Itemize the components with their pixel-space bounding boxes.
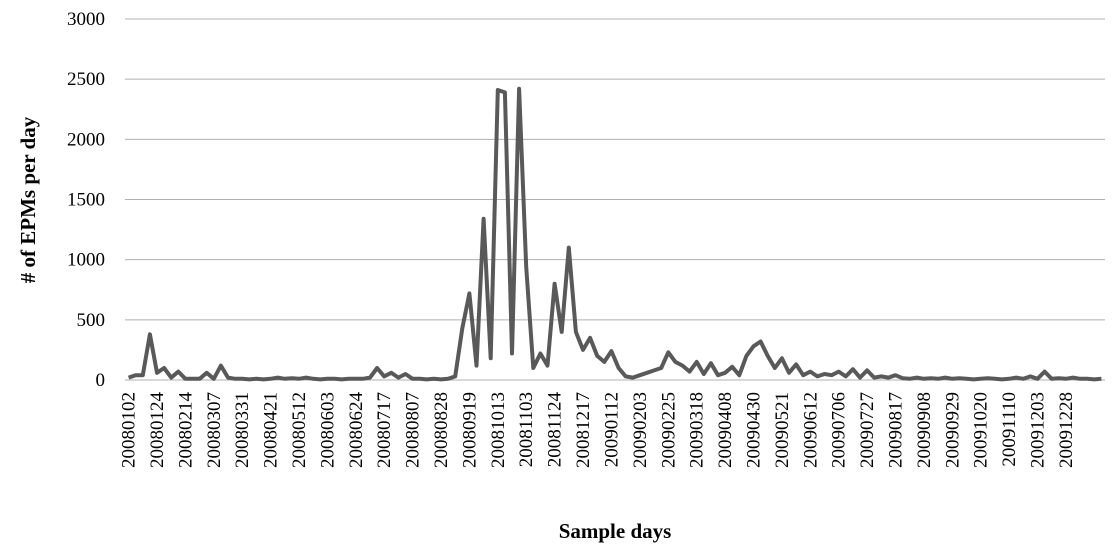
x-tick-label: 20080624	[346, 392, 367, 469]
x-tick-label: 20081103	[516, 392, 537, 467]
x-tick-label: 20090706	[829, 392, 850, 468]
x-tick-label: 20091110	[999, 392, 1020, 467]
x-tick-label: 20080919	[459, 392, 480, 468]
x-tick-label: 20090521	[772, 392, 793, 468]
x-tick-label: 20080307	[204, 392, 225, 468]
x-tick-label: 20081124	[545, 392, 566, 468]
x-tick-label: 20080214	[175, 392, 196, 469]
x-tick-label: 20080603	[317, 392, 338, 468]
y-tick-label: 0	[96, 370, 106, 391]
y-tick-label: 500	[77, 310, 106, 331]
x-tick-label: 20090225	[658, 392, 679, 468]
x-tick-label: 20090408	[715, 392, 736, 468]
x-tick-label: 20081013	[488, 392, 509, 468]
x-tick-label: 20090318	[687, 392, 708, 468]
x-tick-label: 20090612	[800, 392, 821, 468]
x-tick-label: 20090112	[601, 392, 622, 467]
y-axis-title: # of EPMs per day	[16, 116, 40, 283]
y-tick-label: 1000	[67, 250, 105, 271]
data-line	[127, 86, 1102, 382]
x-tick-label: 20080717	[374, 392, 395, 468]
x-tick-label: 20090203	[630, 392, 651, 468]
x-tick-label: 20080124	[147, 392, 168, 469]
x-tick-label: 20091228	[1056, 392, 1077, 468]
x-tick-label: 20080102	[119, 392, 140, 468]
x-tick-label: 20080807	[403, 392, 424, 468]
x-tick-label: 20091203	[1028, 392, 1049, 468]
x-tick-label: 20090430	[743, 392, 764, 468]
x-tick-label: 20081217	[573, 392, 594, 468]
x-tick-label: 20090727	[857, 392, 878, 468]
x-tick-label: 20080828	[431, 392, 452, 468]
x-tick-label: 20080512	[289, 392, 310, 468]
x-tick-label: 20091020	[971, 392, 992, 468]
x-tick-label: 20090908	[914, 392, 935, 468]
x-tick-label: 20090817	[886, 392, 907, 468]
x-tick-label: 20080331	[232, 392, 253, 468]
x-axis-title: Sample days	[559, 519, 672, 543]
y-tick-label: 2000	[67, 129, 105, 150]
y-tick-label: 1500	[67, 190, 105, 211]
x-tick-label: 20090929	[942, 392, 963, 468]
y-tick-label: 3000	[67, 9, 105, 30]
x-tick-label: 20080421	[261, 392, 282, 468]
y-tick-label: 2500	[67, 69, 105, 90]
